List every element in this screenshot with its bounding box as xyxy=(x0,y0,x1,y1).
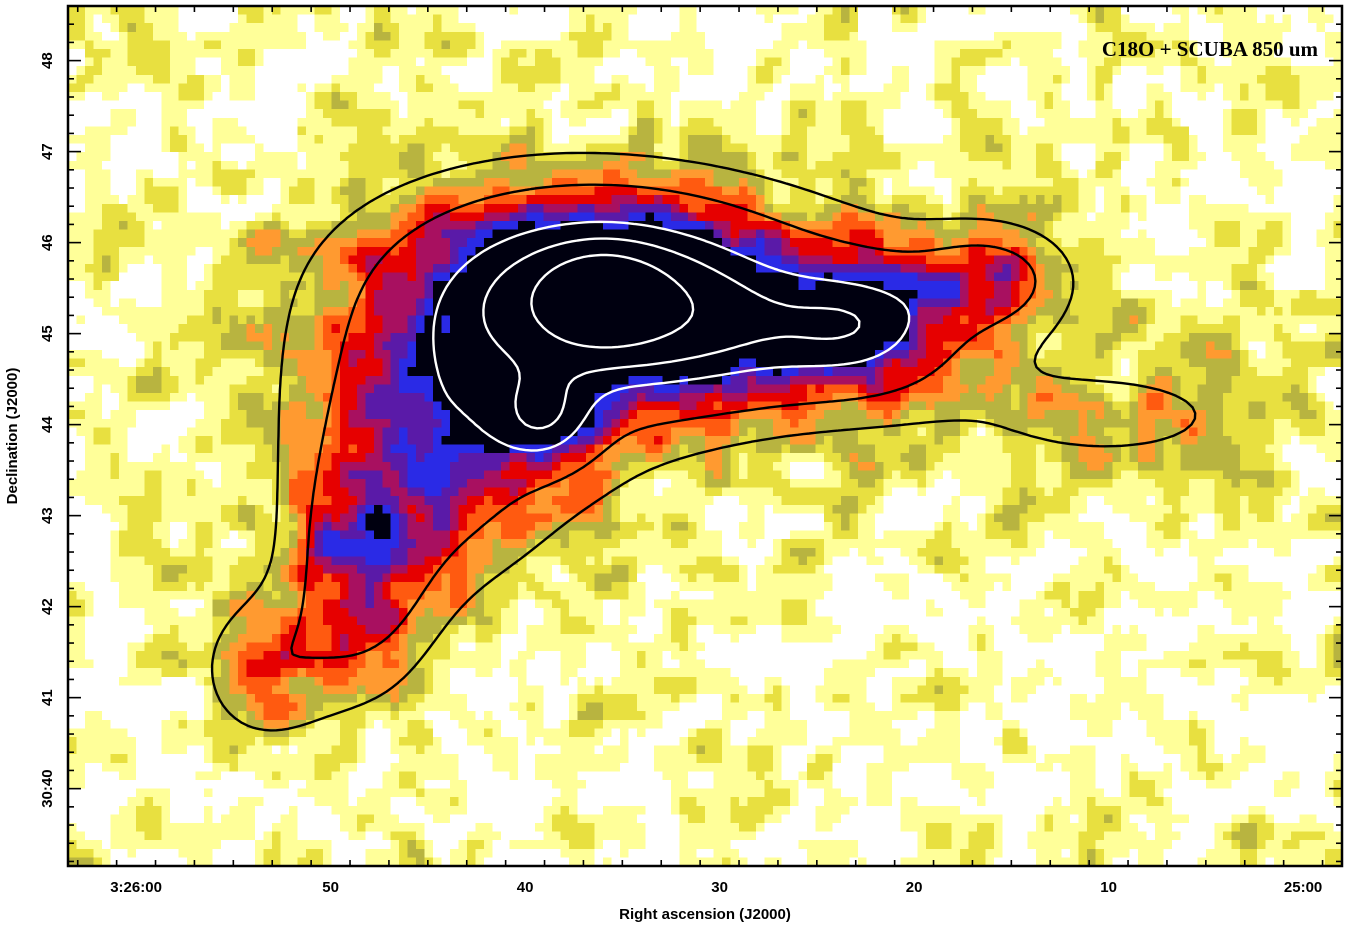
contour-black xyxy=(290,183,1037,659)
y-tick-label: 44 xyxy=(39,416,56,433)
contour-white xyxy=(530,253,695,349)
plot-frame xyxy=(66,4,1344,868)
chart-title: C18O + SCUBA 850 um xyxy=(1102,37,1319,61)
y-tick-label: 46 xyxy=(39,234,56,251)
x-tick-label: 10 xyxy=(1100,879,1117,896)
y-tick-label: 30:40 xyxy=(39,769,56,807)
y-tick-label: 45 xyxy=(39,325,56,342)
intensity-map xyxy=(68,6,1342,866)
x-tick-label: 20 xyxy=(906,879,923,896)
y-tick-label: 47 xyxy=(39,143,56,160)
contour-black xyxy=(210,151,1197,732)
y-tick-label: 41 xyxy=(39,689,56,706)
x-tick-label: 50 xyxy=(322,879,339,896)
contour-white xyxy=(432,220,911,452)
x-axis-title: Right ascension (J2000) xyxy=(619,906,791,923)
contour-layer xyxy=(210,151,1197,732)
contour-white xyxy=(482,237,861,430)
x-tick-label: 40 xyxy=(517,879,534,896)
x-tick-label: 3:26:00 xyxy=(110,879,162,896)
x-tick-label: 30 xyxy=(711,879,728,896)
y-tick-label: 42 xyxy=(39,598,56,615)
y-axis-title: Declination (J2000) xyxy=(4,368,21,505)
x-tick-label: 25:00 xyxy=(1284,879,1322,896)
y-tick-label: 43 xyxy=(39,507,56,524)
plot-area xyxy=(68,6,1342,866)
y-tick-label: 48 xyxy=(39,52,56,69)
